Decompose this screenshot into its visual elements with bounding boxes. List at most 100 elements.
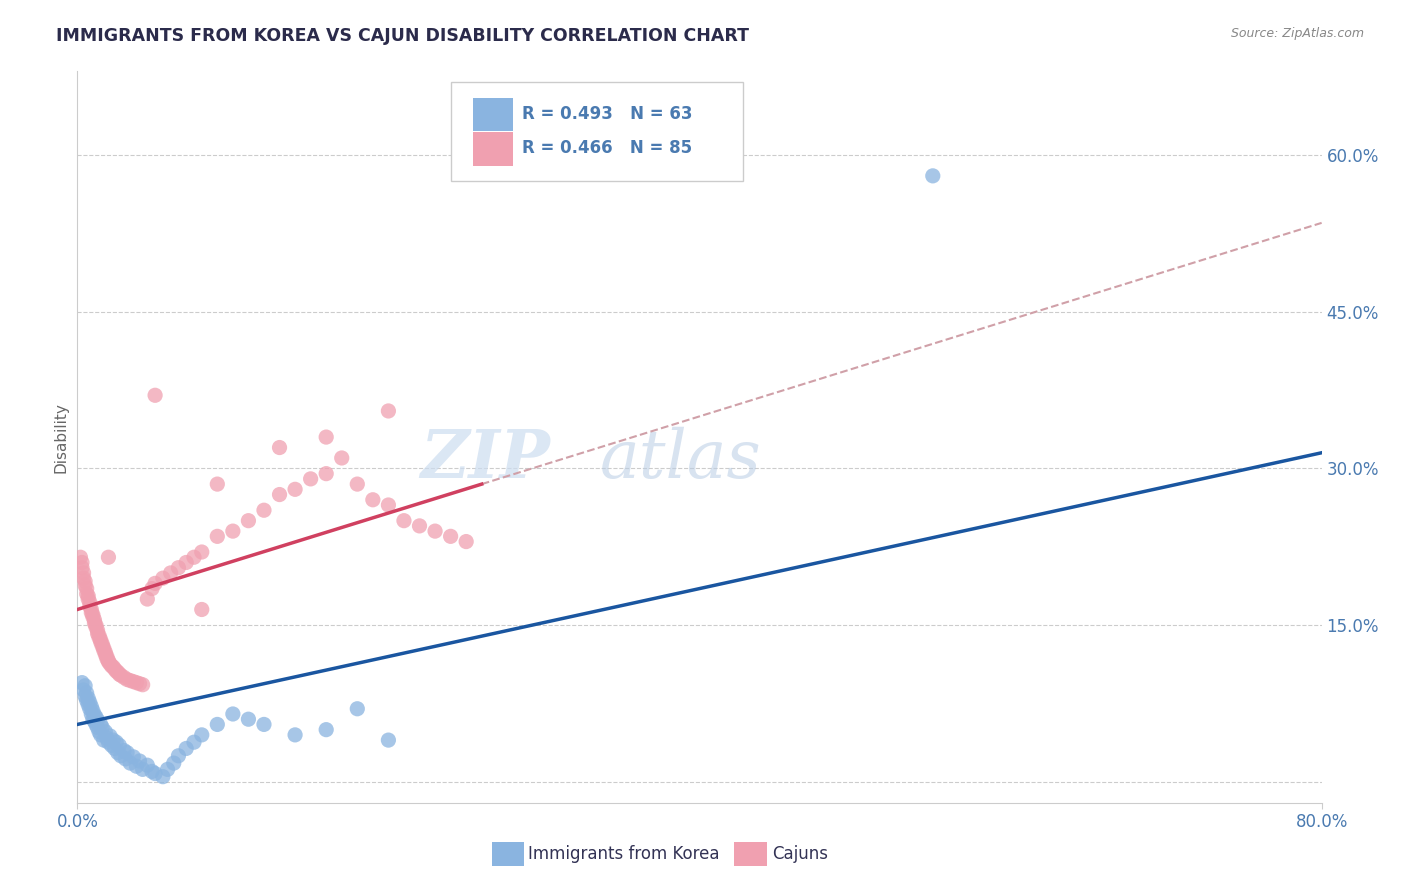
Point bbox=[361, 492, 384, 507]
Point bbox=[82, 704, 104, 718]
Point bbox=[105, 664, 128, 678]
Text: R = 0.466   N = 85: R = 0.466 N = 85 bbox=[522, 139, 692, 157]
Point bbox=[423, 524, 446, 538]
Point bbox=[408, 519, 430, 533]
Text: Immigrants from Korea: Immigrants from Korea bbox=[527, 845, 720, 863]
Point bbox=[77, 589, 100, 603]
Point bbox=[98, 729, 121, 743]
Text: Source: ZipAtlas.com: Source: ZipAtlas.com bbox=[1230, 27, 1364, 40]
Point bbox=[79, 696, 101, 710]
Point bbox=[115, 746, 138, 760]
FancyBboxPatch shape bbox=[734, 841, 766, 866]
Point bbox=[143, 576, 166, 591]
Point bbox=[104, 662, 127, 676]
FancyBboxPatch shape bbox=[450, 82, 742, 181]
Point bbox=[377, 498, 399, 512]
Point bbox=[76, 693, 98, 707]
Point bbox=[167, 748, 190, 763]
Point bbox=[115, 673, 138, 687]
Point bbox=[128, 754, 150, 768]
Point bbox=[392, 514, 415, 528]
Point bbox=[72, 571, 94, 585]
Point bbox=[143, 766, 166, 780]
Point bbox=[83, 708, 105, 723]
Point bbox=[84, 620, 107, 634]
Point bbox=[110, 748, 132, 763]
Point bbox=[183, 735, 205, 749]
Point bbox=[125, 675, 148, 690]
Point bbox=[105, 735, 128, 749]
Point bbox=[128, 676, 150, 690]
Point bbox=[141, 764, 163, 779]
Point bbox=[93, 733, 115, 747]
Point bbox=[77, 592, 100, 607]
Point bbox=[94, 724, 117, 739]
Point bbox=[76, 582, 98, 596]
Point bbox=[159, 566, 181, 580]
Point bbox=[107, 746, 129, 760]
Point bbox=[96, 651, 118, 665]
Point bbox=[120, 673, 142, 688]
Point bbox=[174, 741, 197, 756]
Point bbox=[84, 618, 107, 632]
Point bbox=[120, 756, 142, 770]
Point bbox=[152, 571, 174, 585]
Point bbox=[100, 659, 122, 673]
Y-axis label: Disability: Disability bbox=[53, 401, 69, 473]
Point bbox=[125, 759, 148, 773]
Text: atlas: atlas bbox=[600, 426, 762, 491]
Point bbox=[82, 712, 104, 726]
Point bbox=[80, 699, 103, 714]
Text: Cajuns: Cajuns bbox=[772, 845, 828, 863]
Point bbox=[112, 670, 135, 684]
Point bbox=[84, 717, 107, 731]
Point bbox=[82, 607, 104, 622]
Point bbox=[315, 467, 337, 481]
Point bbox=[76, 686, 98, 700]
Point bbox=[87, 629, 110, 643]
Point bbox=[100, 739, 122, 753]
Point bbox=[141, 582, 163, 596]
Point bbox=[112, 743, 135, 757]
Point bbox=[97, 735, 120, 749]
Point bbox=[96, 649, 118, 664]
Point bbox=[90, 728, 112, 742]
Point bbox=[90, 635, 112, 649]
Point bbox=[136, 758, 159, 772]
Point bbox=[75, 679, 97, 693]
Point bbox=[77, 691, 100, 706]
Point bbox=[346, 477, 368, 491]
Text: R = 0.493   N = 63: R = 0.493 N = 63 bbox=[522, 104, 692, 123]
Point bbox=[253, 717, 276, 731]
Point bbox=[87, 631, 110, 645]
Point bbox=[97, 654, 120, 668]
Point bbox=[108, 739, 131, 753]
Point bbox=[94, 645, 117, 659]
Point bbox=[69, 550, 91, 565]
Point bbox=[101, 660, 124, 674]
Point bbox=[91, 637, 114, 651]
Point bbox=[93, 643, 115, 657]
Text: ZIP: ZIP bbox=[420, 426, 550, 491]
Point bbox=[101, 733, 124, 747]
Point bbox=[96, 731, 118, 745]
Point bbox=[299, 472, 322, 486]
Point bbox=[72, 566, 94, 580]
Point bbox=[315, 723, 337, 737]
Point bbox=[190, 545, 214, 559]
Point bbox=[86, 713, 108, 727]
FancyBboxPatch shape bbox=[492, 841, 524, 866]
Point bbox=[269, 441, 291, 455]
Point bbox=[94, 648, 117, 662]
Point bbox=[97, 550, 120, 565]
Point bbox=[284, 483, 307, 497]
FancyBboxPatch shape bbox=[472, 98, 513, 131]
Point bbox=[86, 721, 108, 735]
Point bbox=[107, 665, 129, 680]
Point bbox=[167, 560, 190, 574]
Point bbox=[108, 667, 131, 681]
Point bbox=[377, 404, 399, 418]
Point bbox=[91, 721, 114, 735]
Point bbox=[93, 641, 115, 656]
Point bbox=[269, 487, 291, 501]
